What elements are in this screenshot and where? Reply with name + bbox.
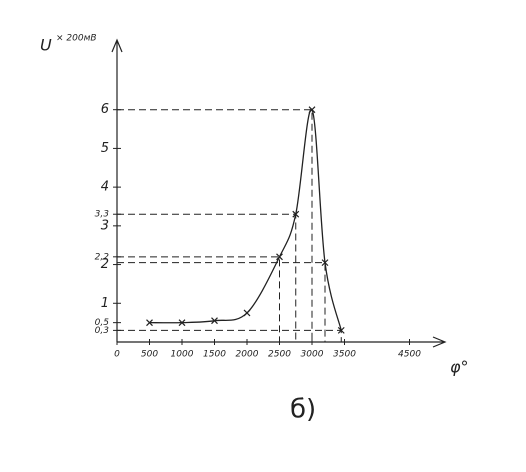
point-marker (211, 317, 218, 325)
point-marker (321, 259, 329, 267)
y-tick-label: 0,5 (95, 318, 110, 328)
caption: б) (290, 395, 316, 425)
point-marker (243, 309, 251, 317)
curve (149, 108, 342, 331)
point-marker (178, 319, 186, 327)
y-tick-label: 2 (101, 257, 109, 272)
x-tick-label: 2500 (268, 350, 291, 360)
y-tick-label: 5 (101, 141, 109, 156)
x-tick-label: 1000 (171, 350, 194, 360)
y-tick-label: 6 (101, 102, 109, 117)
x-tick-label: 3000 (301, 350, 324, 360)
y-tick-label: 3,3 (95, 210, 110, 220)
guide-line (117, 329, 342, 342)
x-tick-label: 0 (114, 350, 120, 360)
point-marker (276, 253, 283, 261)
point-marker (337, 326, 345, 334)
y-axis-unit: × 200мВ (56, 34, 97, 44)
y-tick-label: 1 (101, 296, 109, 311)
y-tick-label: 3 (101, 218, 109, 233)
y-tick-label: 0,3 (95, 326, 110, 336)
x-tick-label: 1500 (203, 350, 226, 360)
point-marker (146, 319, 153, 327)
y-axis-label: U (40, 36, 52, 55)
y-tick-label: 4 (101, 180, 109, 195)
axes (111, 38, 447, 348)
guide-line (117, 256, 280, 342)
x-tick-label: 2000 (236, 350, 259, 360)
guide-line (117, 109, 313, 342)
x-axis-label: φ° (450, 358, 469, 377)
point-marker (292, 210, 300, 218)
x-tick-label: 4500 (398, 350, 421, 360)
x-tick-label: 500 (141, 350, 158, 360)
y-tick-label: 2,2 (95, 252, 110, 262)
point-marker (308, 106, 316, 114)
x-tick-label: 3500 (333, 350, 356, 360)
guide-line (117, 262, 326, 342)
